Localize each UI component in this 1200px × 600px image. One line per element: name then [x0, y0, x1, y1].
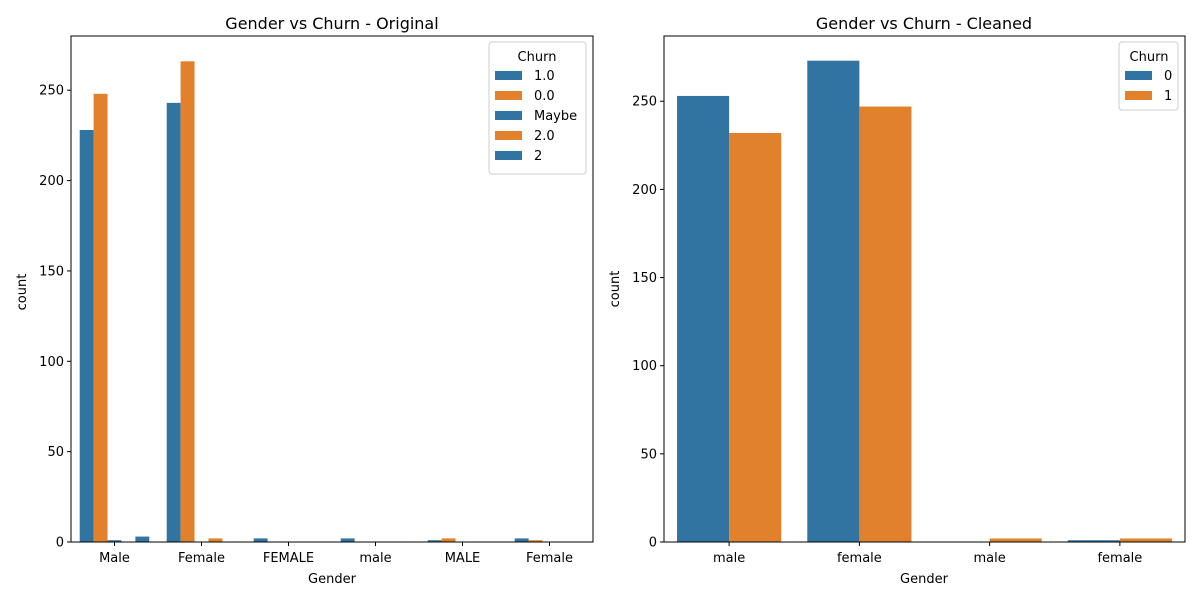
chart-1-xtick-label-2: male — [974, 551, 1006, 566]
chart-0-legend-title: Churn — [518, 50, 557, 65]
chart-1-axes-frame — [663, 35, 1186, 543]
chart-0-ytick-label-5: 250 — [39, 84, 64, 99]
chart-0-ytick-label-4: 200 — [39, 174, 64, 189]
chart-original-ylabel: count — [15, 274, 30, 311]
chart-0-ytick-label-2: 100 — [39, 355, 64, 370]
chart-1-ytick-label-5: 250 — [632, 95, 657, 110]
chart-original-title: Gender vs Churn - Original — [225, 14, 438, 33]
chart-0-legend-label-3: 2.0 — [534, 129, 555, 144]
chart-1-bar-1-0 — [729, 132, 782, 543]
chart-0-legend-swatch-0 — [495, 71, 522, 80]
chart-1-legend-title: Churn — [1130, 50, 1169, 65]
chart-1-xtick-label-0: male — [713, 551, 745, 566]
chart-original-plot: 0 50 100 150 200 250 Male Female FEMALE male MALE… — [39, 35, 594, 566]
chart-0-bar-1-5 — [528, 540, 543, 542]
chart-1-ytick-label-0: 0 — [649, 536, 657, 551]
chart-0-bar-1-1 — [180, 61, 195, 543]
chart-0-bar-1-0 — [93, 93, 108, 542]
chart-1-xtick-label-3: female — [1097, 551, 1142, 566]
chart-1-xtick-label-1: female — [837, 551, 882, 566]
chart-1-legend-label-0: 0 — [1164, 69, 1172, 84]
chart-0-bar-0-1 — [166, 102, 181, 542]
chart-0-legend-swatch-2 — [495, 111, 522, 120]
chart-original-xlabel: Gender — [308, 572, 357, 587]
chart-0-legend-label-2: Maybe — [534, 109, 577, 124]
chart-0-ytick-label-1: 50 — [47, 445, 64, 460]
chart-0-bar-1-4 — [441, 538, 456, 542]
chart-0-legend-swatch-4 — [495, 151, 522, 160]
chart-0-legend-label-0: 1.0 — [534, 69, 555, 84]
chart-original: Gender vs Churn - Original Gender count … — [15, 14, 594, 587]
chart-cleaned: Gender vs Churn - Cleaned Gender count 0… — [608, 14, 1186, 587]
chart-0-axes-frame — [70, 35, 594, 543]
chart-0-bar-3-1 — [208, 538, 223, 542]
chart-1-legend-swatch-1 — [1125, 91, 1152, 100]
chart-0-xtick-label-5: Female — [526, 551, 573, 566]
chart-1-ytick-label-1: 50 — [640, 447, 657, 462]
chart-cleaned-plot: 0 50 100 150 200 250 male female male female Chu… — [632, 35, 1186, 566]
chart-0-bar-0-5 — [514, 538, 529, 542]
chart-1-ytick-label-2: 100 — [632, 359, 657, 374]
chart-0-ytick-label-3: 150 — [39, 264, 64, 279]
chart-0-legend-swatch-3 — [495, 131, 522, 140]
chart-0-bar-0-4 — [427, 540, 442, 542]
chart-0-xtick-label-1: Female — [178, 551, 225, 566]
chart-0-legend: Churn 1.0 0.0 Maybe 2.0 2 — [488, 41, 587, 175]
chart-1-bar-0-3 — [1067, 540, 1120, 542]
chart-0-xtick-label-2: FEMALE — [263, 551, 314, 566]
chart-cleaned-xlabel: Gender — [900, 572, 949, 587]
chart-1-bar-1-1 — [859, 106, 912, 543]
chart-0-ytick-label-0: 0 — [56, 536, 64, 551]
chart-0-legend-label-1: 0.0 — [534, 89, 555, 104]
chart-0-legend-label-4: 2 — [534, 149, 542, 164]
chart-1-bar-0-0 — [677, 95, 730, 543]
chart-1-ytick-label-3: 150 — [632, 271, 657, 286]
chart-0-xtick-label-0: Male — [99, 551, 130, 566]
chart-cleaned-title: Gender vs Churn - Cleaned — [816, 14, 1032, 33]
chart-1-legend-label-1: 1 — [1164, 89, 1172, 104]
chart-0-xtick-label-3: male — [359, 551, 391, 566]
chart-0-bar-0-3 — [340, 538, 355, 542]
chart-0-xtick-label-4: MALE — [445, 551, 481, 566]
chart-0-bar-4-0 — [135, 536, 150, 542]
chart-0-bar-2-0 — [107, 540, 122, 542]
chart-1-bar-1-3 — [1119, 538, 1172, 542]
chart-0-legend-swatch-1 — [495, 91, 522, 100]
chart-1-bar-1-2 — [989, 538, 1042, 542]
chart-1-legend: Churn 0 1 — [1118, 41, 1179, 111]
chart-1-ytick-label-4: 200 — [632, 183, 657, 198]
chart-0-bar-0-0 — [79, 129, 94, 542]
chart-cleaned-ylabel: count — [608, 271, 623, 308]
chart-1-bar-0-1 — [807, 60, 860, 543]
chart-0-bar-0-2 — [253, 538, 268, 542]
chart-1-legend-swatch-0 — [1125, 71, 1152, 80]
